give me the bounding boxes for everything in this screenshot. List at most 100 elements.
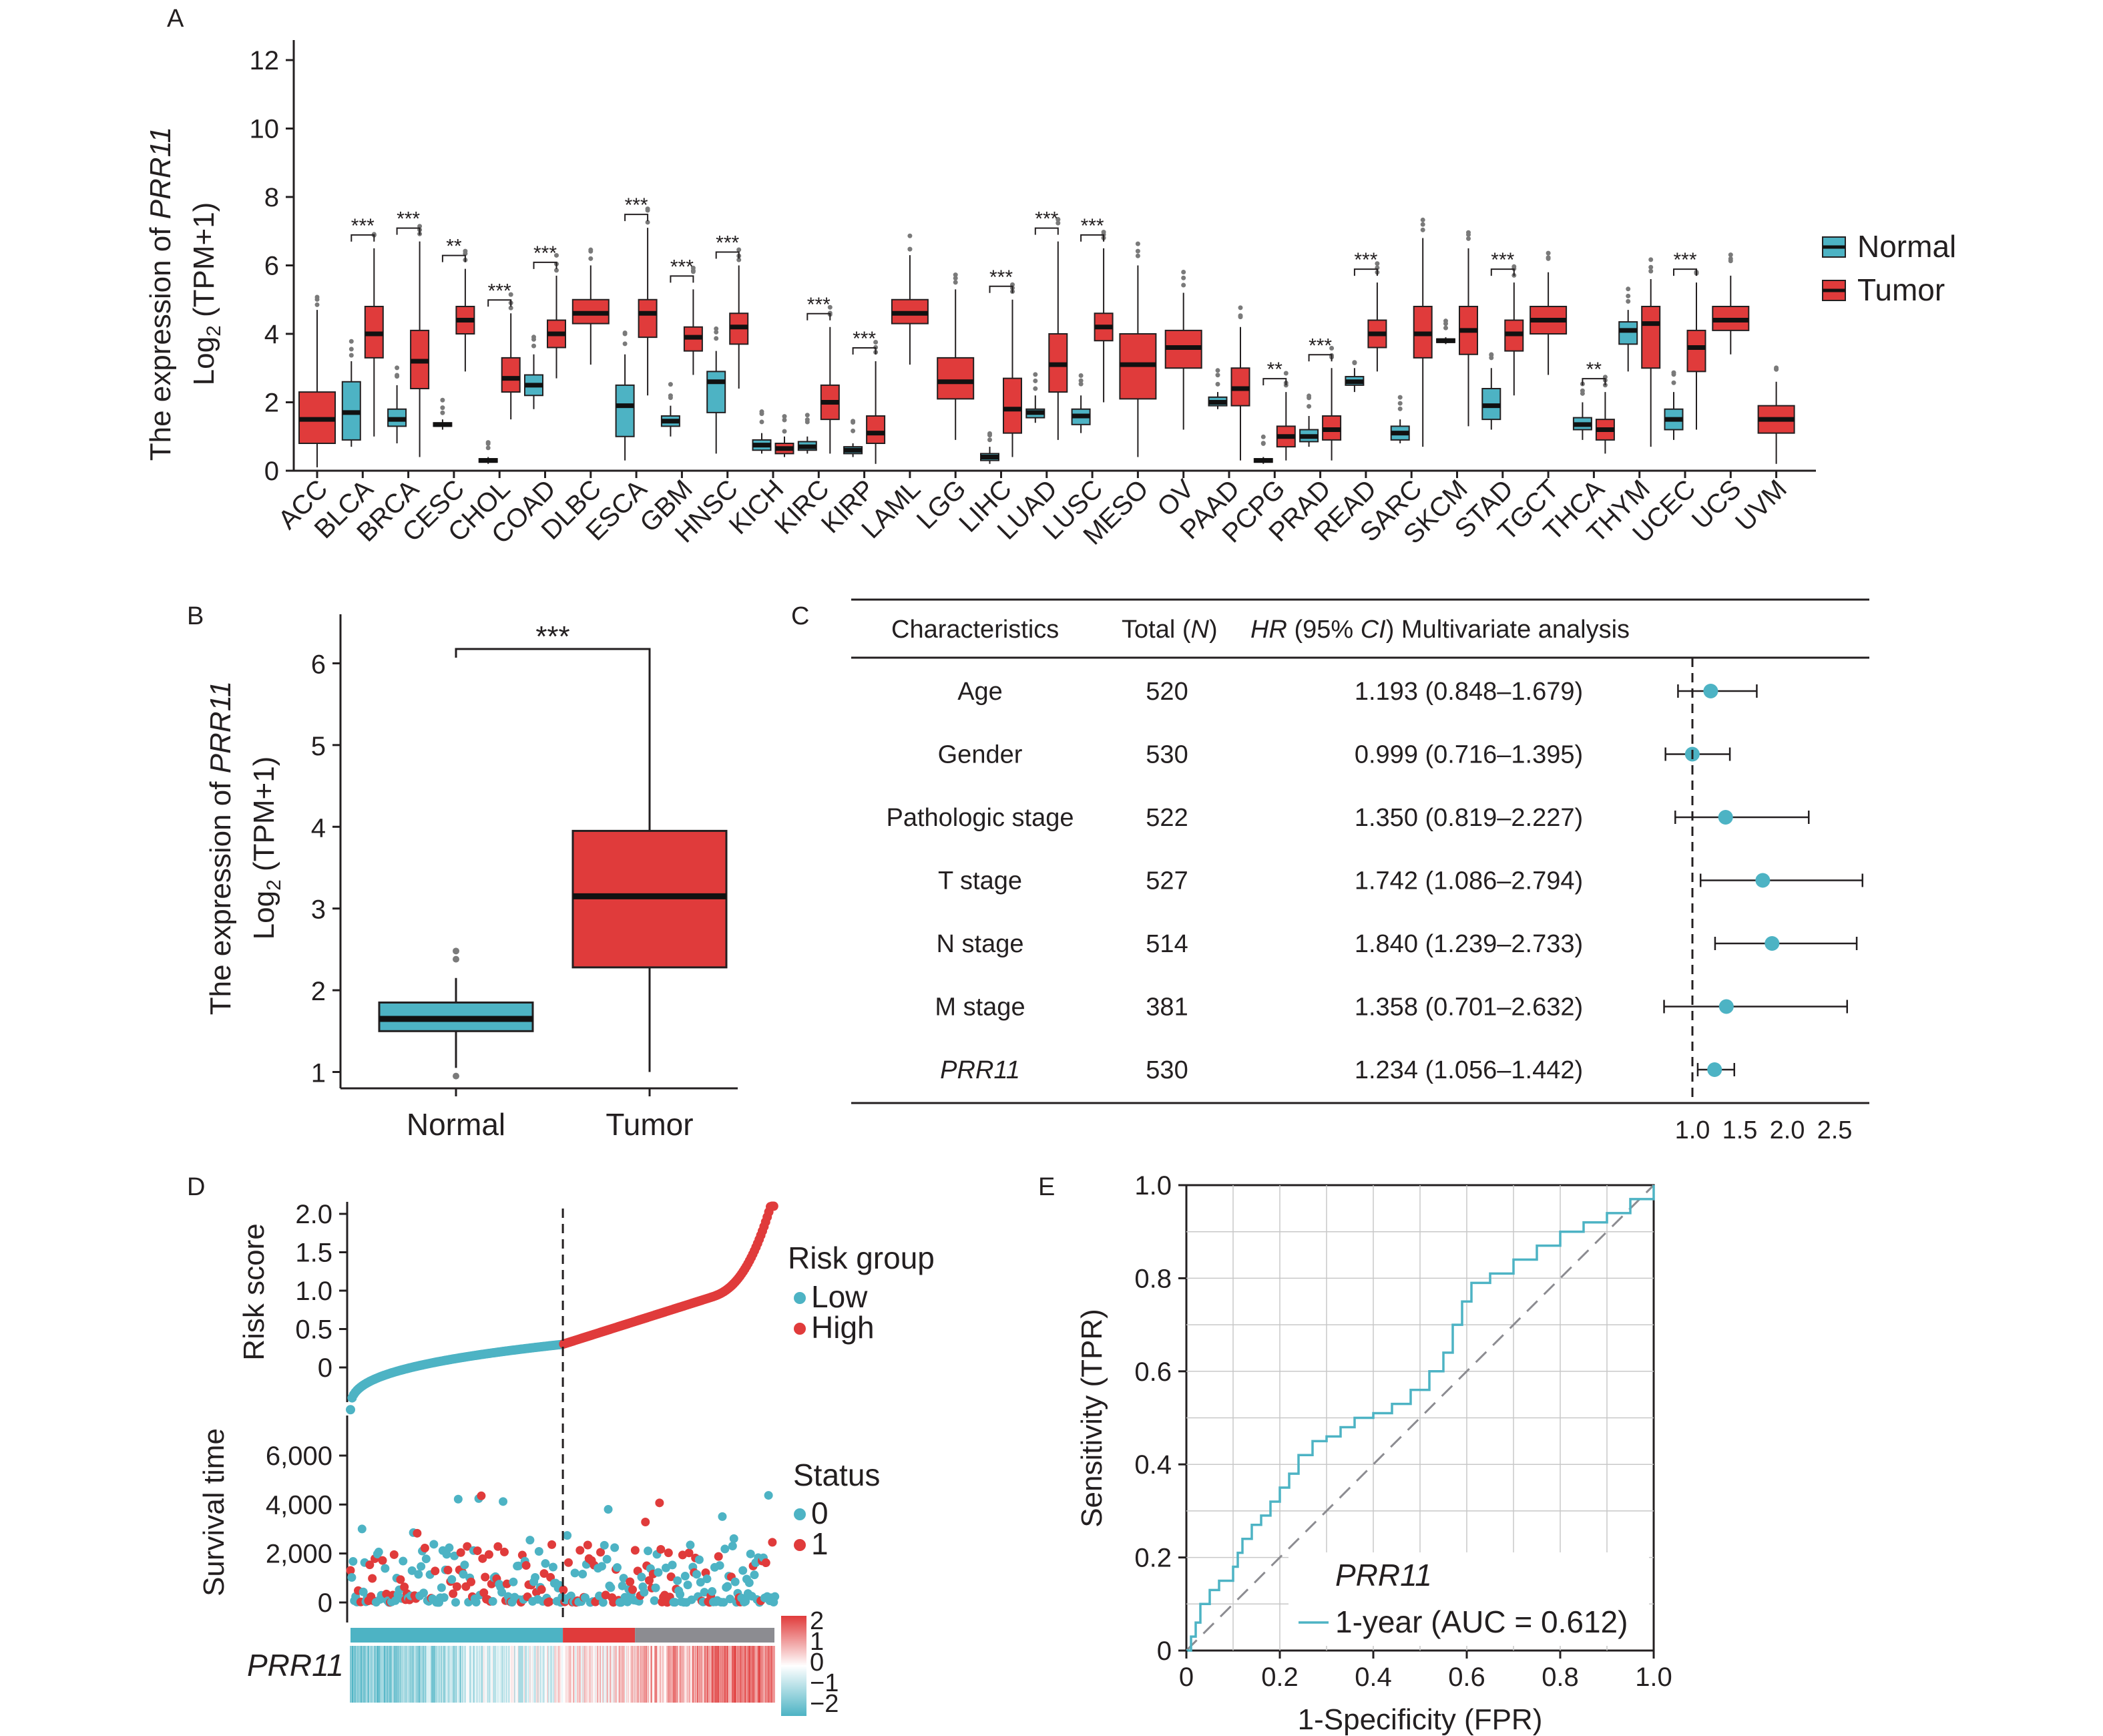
normal-BLCA-outlier (348, 347, 354, 352)
heatmap-cell (498, 1646, 499, 1703)
heatmap-cell (382, 1646, 383, 1703)
heatmap-cell (413, 1646, 415, 1703)
survival-point (626, 1577, 635, 1586)
heatmap-cell (579, 1646, 581, 1703)
roc-y-tick-label: 0.4 (1134, 1450, 1172, 1480)
panel-b-sig-label: *** (535, 620, 569, 653)
heatmap-cell (651, 1646, 653, 1703)
heatmap-cell (686, 1646, 688, 1703)
heatmap-cell (761, 1646, 762, 1703)
heatmap-cell (403, 1646, 405, 1703)
heatmap-cell (430, 1646, 431, 1703)
normal-CESC-outlier (440, 410, 445, 415)
survival-point (744, 1578, 754, 1587)
heatmap-cell (682, 1646, 683, 1703)
survival-point (547, 1540, 557, 1549)
tumor-GBM-outlier (690, 269, 696, 274)
heatmap-cell (417, 1646, 419, 1703)
survival-point (365, 1560, 375, 1570)
tumor-CESC-outlier (463, 251, 468, 256)
heatmap-cell (378, 1646, 379, 1703)
heatmap-cell (724, 1646, 726, 1703)
survival-point (714, 1552, 723, 1561)
heatmap-cell (446, 1646, 447, 1703)
heatmap-cell (739, 1646, 741, 1703)
heatmap-cell (414, 1646, 415, 1703)
normal-LUSC-outlier (1078, 378, 1084, 383)
status-legend-title: Status (793, 1458, 880, 1492)
heatmap-cell (550, 1646, 551, 1703)
heatmap-cell (703, 1646, 705, 1703)
survival-point (637, 1572, 646, 1582)
roc-legend: PRR11 1-year (AUC = 0.612) (1289, 1552, 1649, 1646)
heatmap-cell (416, 1646, 418, 1703)
survival-point (493, 1542, 503, 1551)
row-name: Gender (938, 741, 1023, 769)
heatmap-cell (623, 1646, 625, 1703)
normal-GBM-outlier (668, 382, 673, 387)
heatmap-cell (578, 1646, 580, 1703)
heatmap-cell (676, 1646, 678, 1703)
sig-label-THCA: ** (1586, 359, 1602, 381)
heatmap-cell (674, 1646, 676, 1703)
sig-label-CESC: ** (446, 236, 462, 258)
normal-STAD-outlier (1489, 355, 1494, 361)
heatmap-cell (738, 1646, 740, 1703)
heatmap-cell (384, 1646, 386, 1703)
heatmap-cell (487, 1646, 489, 1703)
survival-point (413, 1528, 422, 1538)
normal-THYM-outlier (1626, 286, 1631, 292)
sig-bracket-CHOL (487, 299, 512, 307)
b-y-tick-label: 5 (311, 732, 326, 761)
risk-y-tick-label: 2.0 (295, 1200, 332, 1229)
tumor-COAD-outlier (554, 268, 559, 273)
sig-bracket-HNSC (715, 251, 740, 259)
tumor-LGG-outlier (953, 280, 958, 285)
heatmap-cell (671, 1646, 673, 1703)
tumor-ACC-outlier (314, 296, 320, 302)
tumor-CHOL-box (501, 357, 521, 393)
heatmap-cell (714, 1646, 716, 1703)
heatmap-cell (742, 1646, 743, 1703)
heatmap-cell (555, 1646, 557, 1703)
heatmap-cell (368, 1646, 370, 1703)
survival-point (728, 1541, 737, 1550)
tumor-LGG-box (937, 357, 975, 400)
heatmap-cell (468, 1646, 470, 1703)
sig-bracket-BRCA (396, 227, 421, 235)
heatmap-cell (398, 1646, 399, 1703)
survival-point (680, 1572, 690, 1581)
survival-point (597, 1562, 606, 1571)
heatmap-cell (524, 1646, 526, 1703)
heatmap-cell (608, 1646, 610, 1703)
normal-SARC-outlier (1397, 401, 1403, 406)
sig-label-BRCA: *** (397, 208, 420, 230)
heatmap-cell (449, 1646, 451, 1703)
tumor-PRAD-outlier (1329, 345, 1335, 351)
normal-PCPG-outlier (1260, 434, 1266, 439)
heatmap-cell (767, 1646, 769, 1703)
heatmap-cell (407, 1646, 409, 1703)
roc-x-tick-label: 0.6 (1448, 1663, 1485, 1692)
heatmap-cell (727, 1646, 729, 1703)
tumor-DLBC-outlier (588, 247, 594, 252)
heatmap-cell (397, 1646, 399, 1703)
row-name: N stage (937, 930, 1024, 958)
heatmap-cell (715, 1646, 717, 1703)
survival-point (531, 1572, 540, 1582)
heatmap-cell (750, 1646, 752, 1703)
row-total: 520 (1146, 678, 1188, 706)
sig-label-LIHC: *** (989, 266, 1013, 288)
heatmap-cell (683, 1646, 685, 1703)
heatmap-cell (589, 1646, 590, 1703)
heatmap-cell (424, 1646, 426, 1703)
heatmap-cell (493, 1646, 495, 1703)
heatmap-cell (583, 1646, 586, 1703)
normal-KIRP-outlier (851, 419, 856, 424)
risk-point (346, 1405, 355, 1415)
heatmap-cell (758, 1646, 760, 1703)
normal-LUAD-outlier (1033, 386, 1038, 391)
heatmap-cell (476, 1646, 478, 1703)
survival-point (684, 1548, 694, 1558)
